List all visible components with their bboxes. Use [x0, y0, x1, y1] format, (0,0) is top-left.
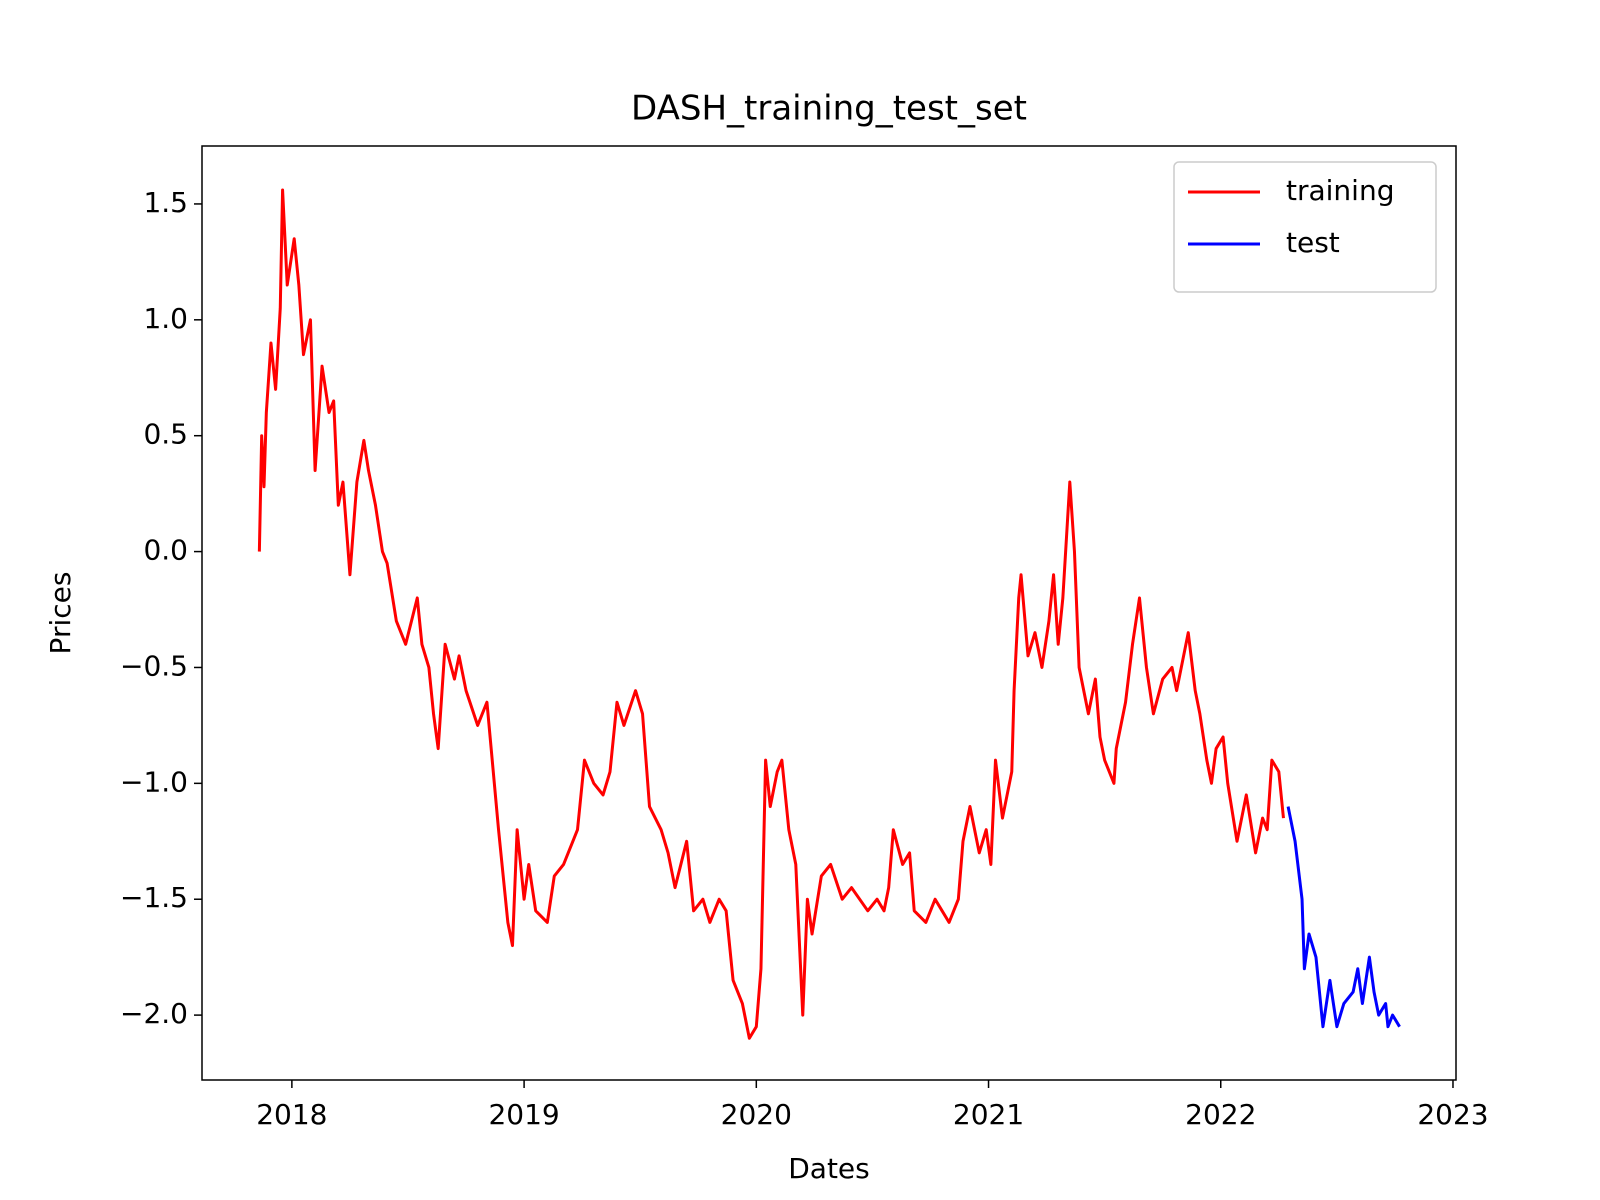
legend-label: training	[1286, 174, 1394, 207]
x-tick-label: 2020	[721, 1098, 792, 1131]
y-tick-label: 0.0	[143, 534, 188, 567]
y-tick-label: −0.5	[120, 649, 188, 682]
x-tick-label: 2018	[256, 1098, 327, 1131]
chart-title: DASH_training_test_set	[631, 89, 1027, 129]
legend-box	[1173, 161, 1437, 293]
y-tick-label: −1.0	[120, 765, 188, 798]
y-tick-label: 1.5	[143, 186, 188, 219]
legend-label: test	[1286, 226, 1340, 259]
x-tick-label: 2019	[488, 1098, 559, 1131]
y-tick-label: −2.0	[120, 997, 188, 1030]
data-line	[257, 188, 1285, 1040]
x-axis-label: Dates	[788, 1152, 870, 1185]
y-axis-label: Prices	[44, 572, 77, 655]
y-tick-label: 0.5	[143, 418, 188, 451]
y-tick-label: −1.5	[120, 881, 188, 914]
data-line	[1286, 806, 1401, 1029]
plot-frame	[201, 145, 1457, 1081]
x-tick-label: 2022	[1185, 1098, 1256, 1131]
y-tick-label: 1.0	[143, 302, 188, 335]
x-tick-label: 2021	[953, 1098, 1024, 1131]
x-tick-label: 2023	[1417, 1098, 1488, 1131]
